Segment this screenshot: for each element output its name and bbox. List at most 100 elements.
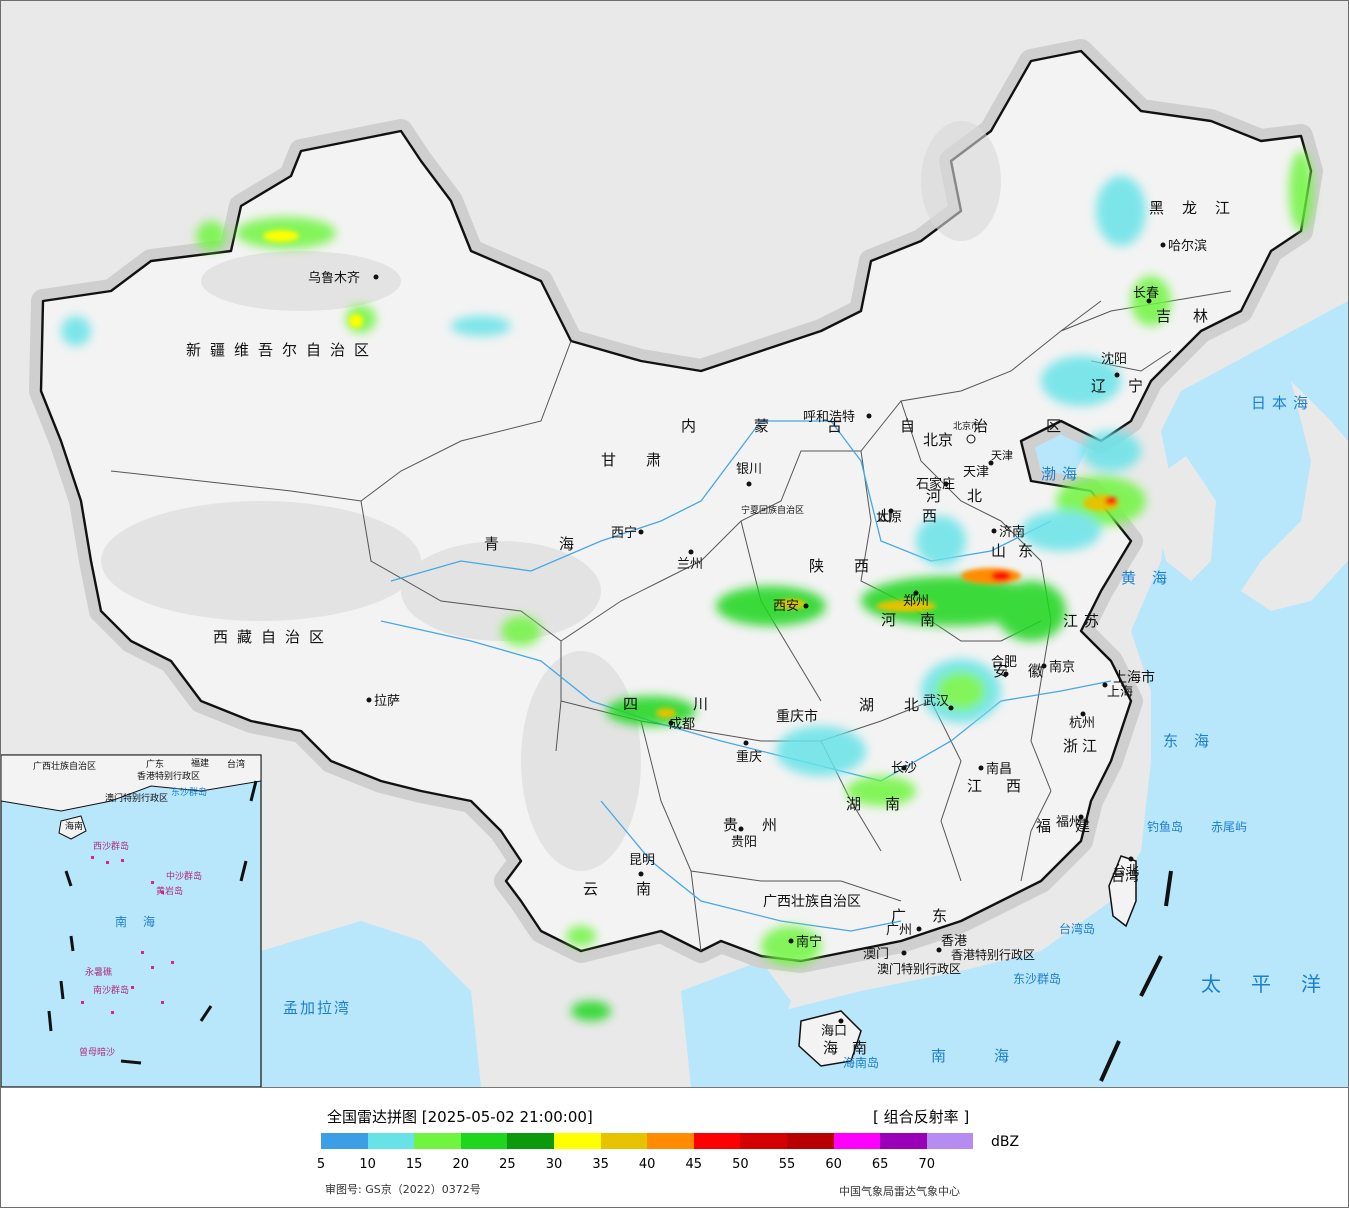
tick-label: 70 [918,1157,936,1172]
sea-label: 东海 [1163,732,1225,750]
color-swatch [926,1133,974,1149]
city-label: 西安 [773,599,799,614]
city-label: 长春 [1133,286,1159,301]
tick-label: 20 [452,1157,470,1172]
island-label: 钓鱼岛 [1147,819,1183,834]
inset-label: 中沙群岛 [166,870,202,882]
legend-panel: 全国雷达拼图 [2025-05-02 21:00:00] [ 组合反射率 ] d… [1,1087,1348,1207]
sea-label: 南海 [931,1047,1057,1065]
inset-label: 福建 [191,757,209,769]
tick-label: 50 [732,1157,749,1172]
hainan-island [798,1010,862,1067]
inset-label: 西沙群岛 [93,840,129,852]
inset-label: 南海 [115,914,171,929]
color-swatch [880,1133,927,1149]
province-boundaries [110,290,1232,952]
province-label: 云南 [583,880,689,898]
inset-label: 南沙群岛 [93,984,129,996]
province-label: 山东 [991,542,1045,560]
island-label: 赤尾屿 [1211,820,1247,834]
tick-label: 30 [545,1157,563,1172]
island-label: 东沙群岛 [1013,971,1061,986]
province-label: 四川 [623,695,763,713]
city-label: 澳门 [863,946,889,962]
color-swatch [833,1133,881,1149]
color-swatch [414,1133,461,1149]
province-label: 浙江 [1063,737,1101,755]
maritime-boundary-marks [1099,870,1173,1082]
color-swatch [321,1133,368,1149]
province-label: 黑龙江 [1149,199,1248,217]
island-label: 海南岛 [843,1055,879,1070]
province-label: 青海 [484,535,634,553]
city-label: 北京 [923,431,953,449]
city-label: 银川 [736,462,762,477]
province-label: 台湾 [1111,868,1139,885]
province-label: 内蒙古自治区 [681,417,1119,435]
city-label: 长沙 [891,761,917,776]
inset-label: 广东 [146,758,164,770]
unit-label: dBZ [991,1134,1020,1150]
city-label: 哈尔滨 [1168,238,1207,254]
sea-label: 孟加拉湾 [283,999,351,1017]
agency-name: 中国气象局雷达气象中心 [839,1185,960,1198]
tick-label: 25 [499,1157,516,1172]
province-label: 吉林 [1156,307,1230,325]
tick-label: 5 [316,1157,326,1172]
city-label: 成都 [669,717,695,732]
province-label: 新疆维吾尔自治区 [186,341,378,359]
province-label: 广东 [891,907,973,925]
province-label: 澳门特别行政区 [877,961,961,976]
city-label: 济南 [999,524,1025,540]
approval-number: 审图号: GS京（2022）0372号 [325,1183,481,1196]
color-scale-ticks: 5 10 15 20 25 30 35 40 45 50 55 60 65 70 [317,1157,1021,1173]
inset-label: 澳门特别行政区 [105,792,168,804]
inset-label: 台湾 [227,758,245,770]
land-japan [1241,381,1348,611]
inset-label: 曾母暗沙 [79,1046,115,1058]
color-swatch [553,1133,601,1149]
city-label: 呼和浩特 [803,410,855,425]
city-label: 西宁 [611,525,637,541]
inset-label: 东沙群岛 [171,786,207,798]
inset-label: 香港特别行政区 [137,770,200,782]
province-label: 江西 [967,777,1045,795]
province-label: 甘肃 [601,451,691,469]
color-swatch [786,1133,834,1149]
province-label: 上海市 [1113,669,1155,686]
island-markers [81,856,174,1014]
province-label: 江苏 [1063,612,1105,630]
province-label: 辽宁 [1091,377,1165,395]
sea-label: 渤海 [1041,465,1083,483]
radar-echoes [61,151,1313,1021]
color-swatch [460,1133,508,1149]
radar-map: 新疆维吾尔自治区 西藏自治区 青海 甘肃 内蒙古自治区 黑龙江 吉林 辽宁 河北… [1,1,1348,1087]
tick-label: 40 [638,1157,656,1172]
city-label: 乌鲁木齐 [308,270,360,286]
inset-label: 海南 [65,820,83,832]
province-label: 重庆市 [776,708,818,725]
province-label: 西藏自治区 [213,628,333,646]
sea-label: 日本海 [1251,394,1314,412]
inset-label: 永暑礁 [85,966,112,978]
city-label: 贵阳 [731,835,757,850]
city-label: 拉萨 [374,694,400,709]
tick-label: 35 [592,1157,609,1172]
map-labels: 新疆维吾尔自治区 西藏自治区 青海 甘肃 内蒙古自治区 黑龙江 吉林 辽宁 河北… [33,199,1321,1082]
product-name: [ 组合反射率 ] [873,1108,970,1126]
province-label: 湖南 [846,795,924,813]
color-swatch [367,1133,415,1149]
color-swatch [647,1133,694,1149]
city-label: 福州 [1056,815,1082,830]
taiwan-island [1108,855,1137,928]
tick-label: 55 [778,1157,796,1172]
land-korea [1151,456,1216,581]
province-label: 河南 [881,611,959,629]
sea-area-bay-of-bengal [261,921,481,1087]
city-label: 太原 [876,510,902,525]
legend-title: 全国雷达拼图 [2025-05-02 21:00:00] [327,1108,593,1126]
city-label: 郑州 [903,594,929,609]
province-label: 宁夏回族自治区 [741,504,804,516]
city-label: 上海 [1107,685,1133,700]
